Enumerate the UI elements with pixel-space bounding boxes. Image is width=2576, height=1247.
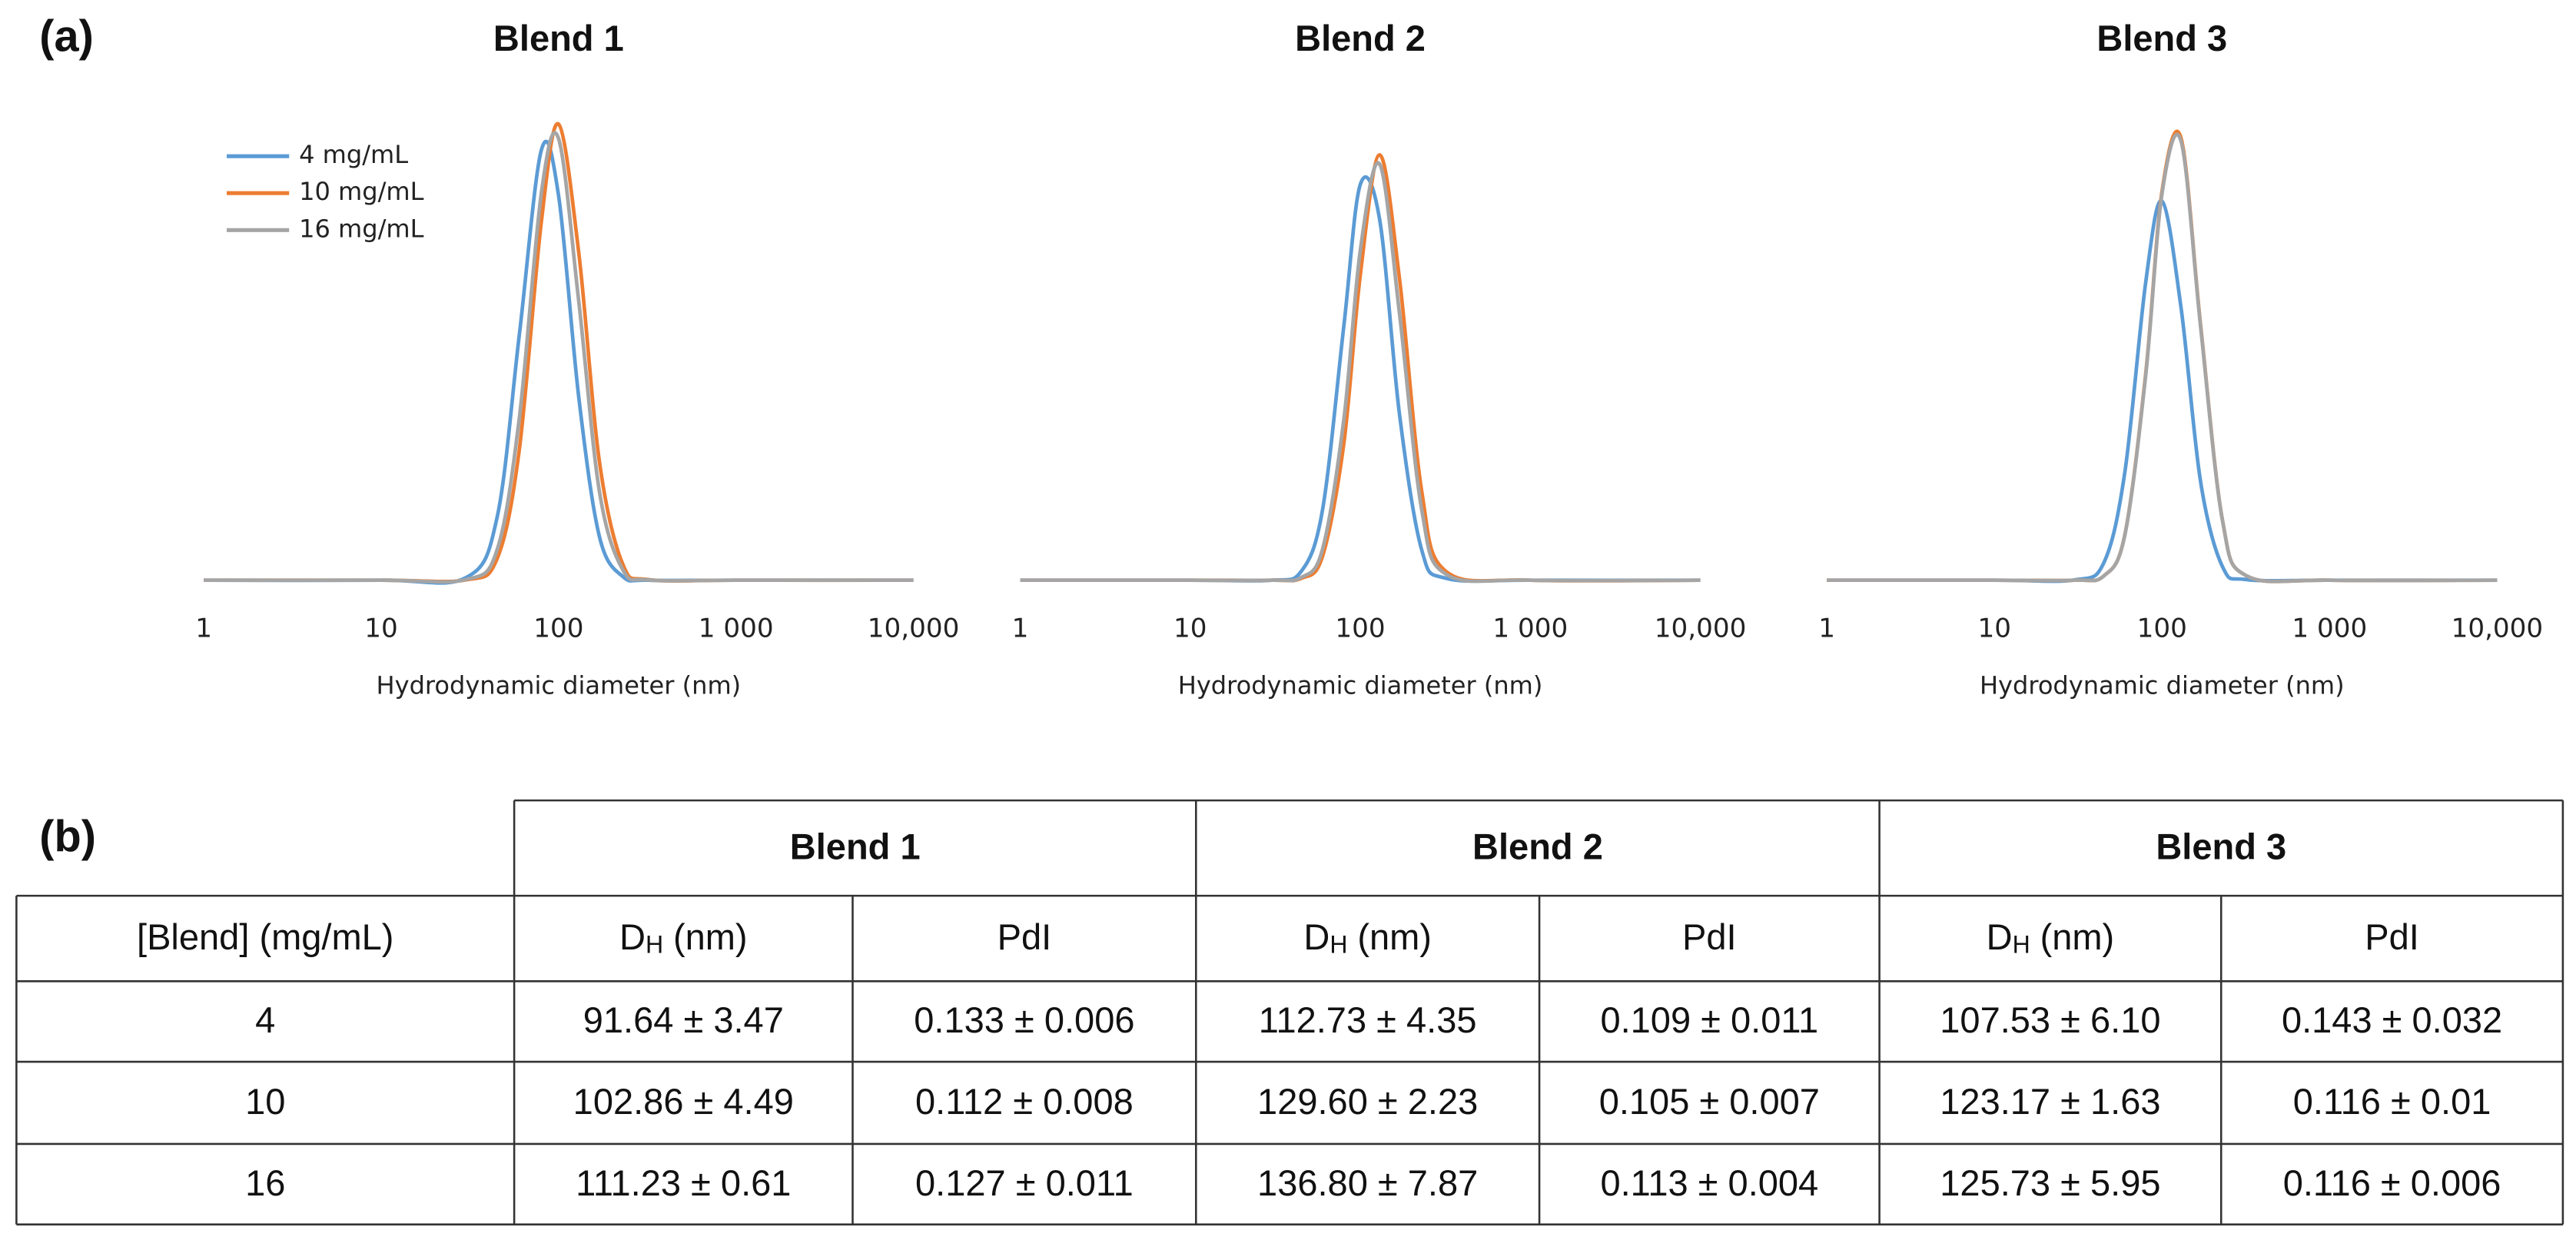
table-cell: 112.73 ± 4.35 xyxy=(1259,999,1477,1040)
x-tick-label: 10,000 xyxy=(2452,613,2544,643)
column-header: [Blend] (mg/mL) xyxy=(137,916,393,957)
table: Blend 1 Blend 2 Blend 3[Blend] (mg/mL) DH (n… xyxy=(15,799,2564,1225)
x-tick-label: 1 xyxy=(1012,613,1029,643)
legend-label: 16 mg/mL xyxy=(299,214,424,243)
x-tick-label: 100 xyxy=(533,613,583,643)
table-cell: 0.109 ± 0.011 xyxy=(1600,999,1818,1040)
x-tick-label: 1 xyxy=(195,613,212,643)
group-header: Blend 3 xyxy=(2156,826,2286,867)
subscript: H xyxy=(646,931,663,959)
x-tick-label: 1 000 xyxy=(699,613,774,643)
x-tick-label: 10 xyxy=(364,613,398,643)
subscript: H xyxy=(1329,931,1347,959)
chart-title: Blend 1 xyxy=(493,18,624,58)
table-cell: 136.80 ± 7.87 xyxy=(1257,1162,1478,1203)
group-header: Blend 2 xyxy=(1472,826,1603,867)
symbol: D xyxy=(1303,916,1329,957)
x-tick-label: 100 xyxy=(1335,613,1385,643)
unit: (nm) xyxy=(673,916,748,957)
x-tick-label: 100 xyxy=(2137,613,2187,643)
column-header: PdI xyxy=(998,916,1052,957)
chart: Blend 3 1 10 100 1 000 10,000 Hydrodynamic dia… xyxy=(1818,18,2543,700)
x-tick-label: 1 xyxy=(1818,613,1835,643)
column-header: DH (nm) xyxy=(1303,916,1432,959)
table-cell: 107.53 ± 6.10 xyxy=(1940,999,2160,1040)
table-cell: 0.112 ± 0.008 xyxy=(915,1081,1134,1122)
x-axis-title: Hydrodynamic diameter (nm) xyxy=(1178,671,1543,700)
x-tick-label: 1 000 xyxy=(2292,613,2367,643)
column-header: DH (nm) xyxy=(619,916,748,959)
table-cell: 16 xyxy=(245,1162,285,1203)
table-cell: 0.133 ± 0.006 xyxy=(914,999,1134,1040)
chart-title: Blend 3 xyxy=(2096,18,2227,58)
chart: Blend 1 1 10 100 1 000 10,000 Hydrodynamic dia… xyxy=(195,18,959,700)
line-series xyxy=(1827,199,2498,584)
column-header: PdI xyxy=(2365,916,2419,957)
table-cell: 0.105 ± 0.007 xyxy=(1599,1081,1820,1122)
table-cell: 129.60 ± 2.23 xyxy=(1257,1081,1478,1122)
subscript: H xyxy=(2013,931,2030,959)
x-axis-title: Hydrodynamic diameter (nm) xyxy=(377,671,742,700)
x-tick-label: 10 xyxy=(1173,613,1207,643)
table-cell: 102.86 ± 4.49 xyxy=(573,1081,794,1122)
line-series xyxy=(1020,153,1701,583)
panel-label: (b) xyxy=(39,813,96,862)
panel-label: (a) xyxy=(39,12,94,62)
legend-label: 4 mg/mL xyxy=(299,140,408,169)
line-series xyxy=(204,131,914,584)
table-cell: 0.113 ± 0.004 xyxy=(1600,1162,1818,1203)
table-cell: 0.116 ± 0.006 xyxy=(2283,1162,2501,1203)
x-tick-label: 10 xyxy=(1977,613,2011,643)
table-cell: 91.64 ± 3.47 xyxy=(583,999,784,1040)
unit: (nm) xyxy=(2040,916,2115,957)
chart: Blend 2 1 10 100 1 000 10,000 Hydrodynamic dia… xyxy=(1012,18,1747,700)
x-axis-title: Hydrodynamic diameter (nm) xyxy=(1980,671,2345,700)
x-tick-label: 1 000 xyxy=(1492,613,1568,643)
table-cell: 0.127 ± 0.011 xyxy=(915,1162,1134,1203)
x-tick-label: 10,000 xyxy=(868,613,960,643)
column-header: DH (nm) xyxy=(1987,916,2115,959)
table-cell: 0.116 ± 0.01 xyxy=(2293,1081,2491,1122)
table-cell: 4 xyxy=(255,999,275,1040)
table-cell: 111.23 ± 0.61 xyxy=(576,1162,791,1203)
table-cell: 123.17 ± 1.63 xyxy=(1940,1081,2160,1122)
line-series xyxy=(1827,132,2498,584)
unit: (nm) xyxy=(1357,916,1432,957)
column-header: PdI xyxy=(1682,916,1737,957)
chart-title: Blend 2 xyxy=(1295,18,1426,58)
symbol: D xyxy=(619,916,646,957)
legend-label: 10 mg/mL xyxy=(299,177,424,206)
table-cell: 10 xyxy=(245,1081,285,1122)
table-cell: 0.143 ± 0.032 xyxy=(2282,999,2502,1040)
line-series xyxy=(1020,161,1701,584)
symbol: D xyxy=(1987,916,2013,957)
line-series xyxy=(204,139,914,585)
table-cell: 125.73 ± 5.95 xyxy=(1940,1162,2160,1203)
x-tick-label: 10,000 xyxy=(1655,613,1747,643)
group-header: Blend 1 xyxy=(790,826,921,867)
